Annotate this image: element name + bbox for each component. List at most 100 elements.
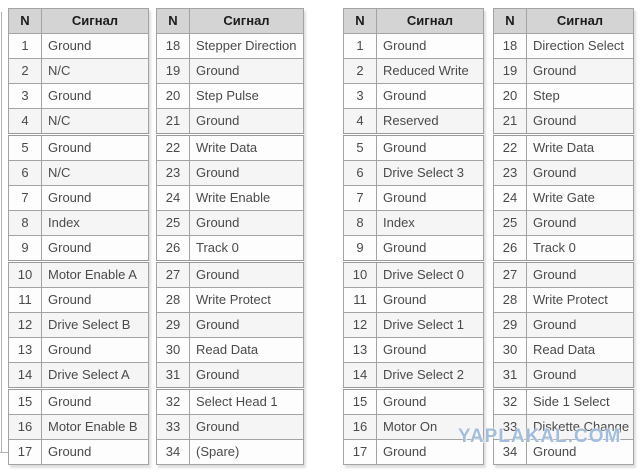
pin-number-cell: 5 xyxy=(8,134,42,161)
signal-name-cell: Ground xyxy=(376,185,484,211)
table-row: 31 Ground xyxy=(156,362,304,390)
signal-name-cell: Ground xyxy=(376,287,484,313)
table-row: 32 Side 1 Select xyxy=(493,388,634,415)
signal-name-cell: Ground xyxy=(526,160,634,186)
table-row: 22 Write Data xyxy=(156,134,304,161)
signal-name-cell: Ground xyxy=(189,160,304,186)
pin-number-cell: 25 xyxy=(493,210,527,236)
signal-name-cell: Write Gate xyxy=(526,185,634,211)
table-row: 18 Stepper Direction xyxy=(156,33,304,59)
signal-name-cell: Ground xyxy=(41,287,149,313)
column-header-signal: Сигнал xyxy=(526,8,634,34)
table-row: 7 Ground xyxy=(8,185,149,211)
table-row: 22 Write Data xyxy=(493,134,634,161)
pin-number-cell: 13 xyxy=(343,337,377,363)
table-row: 10 Drive Select 0 xyxy=(343,261,484,288)
table-row: 15 Ground xyxy=(343,388,484,415)
signal-name-cell: Ground xyxy=(41,33,149,59)
table-row: 8 Index xyxy=(8,210,149,236)
table-row: 29 Ground xyxy=(493,312,634,338)
pin-number-cell: 26 xyxy=(493,235,527,263)
signal-name-cell: Ground xyxy=(189,312,304,338)
table-row: 5 Ground xyxy=(343,134,484,161)
pin-number-cell: 8 xyxy=(343,210,377,236)
table-row: 14 Drive Select A xyxy=(8,362,149,390)
signal-name-cell: Stepper Direction xyxy=(189,33,304,59)
pin-number-cell: 14 xyxy=(8,362,42,390)
table-header-row: N Сигнал xyxy=(343,8,484,34)
signal-name-cell: Reserved xyxy=(376,108,484,136)
pin-number-cell: 17 xyxy=(8,439,42,465)
pin-number-cell: 3 xyxy=(343,83,377,109)
pin-number-cell: 30 xyxy=(156,337,190,363)
table-row: 34 Ground xyxy=(493,439,634,465)
pin-number-cell: 16 xyxy=(343,414,377,440)
table-row: 28 Write Protect xyxy=(493,287,634,313)
pin-number-cell: 24 xyxy=(493,185,527,211)
table-row: 26 Track 0 xyxy=(493,235,634,263)
signal-name-cell: Ground xyxy=(526,439,634,465)
pin-number-cell: 16 xyxy=(8,414,42,440)
pin-number-cell: 29 xyxy=(156,312,190,338)
signal-name-cell: Direction Select xyxy=(526,33,634,59)
table-row: 25 Ground xyxy=(493,210,634,236)
pin-number-cell: 28 xyxy=(493,287,527,313)
table-header-row: N Сигнал xyxy=(493,8,634,34)
signal-name-cell: Drive Select 3 xyxy=(376,160,484,186)
table-row: 30 Read Data xyxy=(156,337,304,363)
table-row: 12 Drive Select 1 xyxy=(343,312,484,338)
signal-name-cell: Ground xyxy=(41,235,149,263)
signal-name-cell: Ground xyxy=(189,261,304,288)
pin-number-cell: 19 xyxy=(156,58,190,84)
pin-number-cell: 34 xyxy=(156,439,190,465)
signal-name-cell: Ground xyxy=(376,83,484,109)
pin-number-cell: 21 xyxy=(493,108,527,136)
table-row: 16 Motor On xyxy=(343,414,484,440)
signal-name-cell: Track 0 xyxy=(189,235,304,263)
signal-name-cell: Drive Select 0 xyxy=(376,261,484,288)
table-row: 2 Reduced Write xyxy=(343,58,484,84)
pin-number-cell: 3 xyxy=(8,83,42,109)
signal-name-cell: Drive Select A xyxy=(41,362,149,390)
pin-number-cell: 9 xyxy=(8,235,42,263)
pin-number-cell: 13 xyxy=(8,337,42,363)
pin-number-cell: 31 xyxy=(493,362,527,390)
table-row: 13 Ground xyxy=(8,337,149,363)
pin-number-cell: 18 xyxy=(493,33,527,59)
signal-name-cell: Ground xyxy=(376,388,484,415)
pin-number-cell: 4 xyxy=(343,108,377,136)
pin-number-cell: 9 xyxy=(343,235,377,263)
signal-name-cell: Ground xyxy=(41,388,149,415)
table-row: 19 Ground xyxy=(493,58,634,84)
table-row: 27 Ground xyxy=(156,261,304,288)
column-header-n: N xyxy=(156,8,190,34)
table-row: 20 Step Pulse xyxy=(156,83,304,109)
signal-name-cell: Ground xyxy=(526,312,634,338)
table-row: 15 Ground xyxy=(8,388,149,415)
pin-table-3: N Сигнал 1 Ground 2 Reduced Write 3 Ground 4 Re… xyxy=(343,8,484,465)
column-header-n: N xyxy=(343,8,377,34)
signal-name-cell: Ground xyxy=(526,108,634,136)
column-header-n: N xyxy=(493,8,527,34)
pin-number-cell: 10 xyxy=(343,261,377,288)
pin-number-cell: 6 xyxy=(343,160,377,186)
table-row: 21 Ground xyxy=(156,108,304,136)
pin-number-cell: 33 xyxy=(156,414,190,440)
signal-name-cell: Read Data xyxy=(189,337,304,363)
pin-number-cell: 26 xyxy=(156,235,190,263)
table-row: 2 N/C xyxy=(8,58,149,84)
column-header-n: N xyxy=(8,8,42,34)
signal-name-cell: Drive Select B xyxy=(41,312,149,338)
signal-name-cell: Ground xyxy=(526,261,634,288)
table-row: 23 Ground xyxy=(156,160,304,186)
pin-number-cell: 20 xyxy=(156,83,190,109)
pin-number-cell: 7 xyxy=(343,185,377,211)
signal-name-cell: Ground xyxy=(189,108,304,136)
pin-number-cell: 33 xyxy=(493,414,527,440)
column-header-signal: Сигнал xyxy=(189,8,304,34)
signal-name-cell: Ground xyxy=(189,362,304,390)
pin-number-cell: 23 xyxy=(156,160,190,186)
signal-name-cell: (Spare) xyxy=(189,439,304,465)
signal-name-cell: Reduced Write xyxy=(376,58,484,84)
signal-name-cell: N/C xyxy=(41,58,149,84)
